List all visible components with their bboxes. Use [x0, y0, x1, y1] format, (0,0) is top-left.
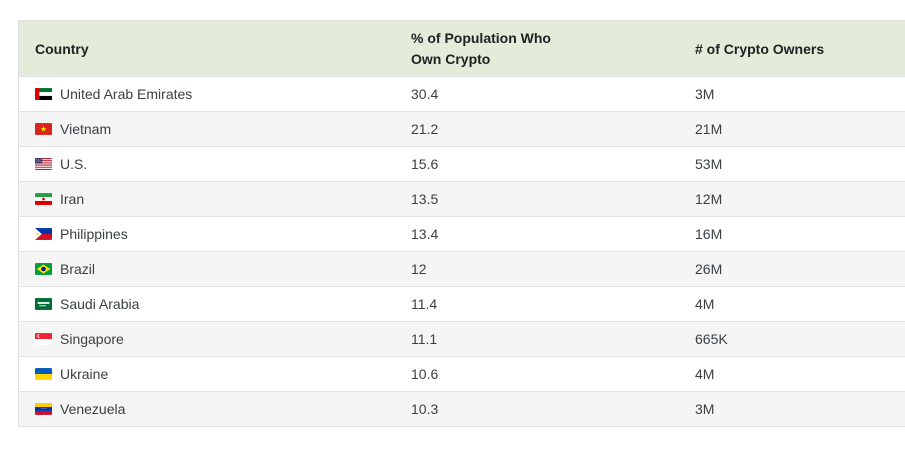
header-country: Country [18, 20, 395, 77]
crypto-owners-value: 4M [679, 286, 905, 322]
header-crypto-owners: # of Crypto Owners [679, 20, 905, 77]
page: Country % of Population Who Own Crypto #… [18, 20, 905, 427]
uae-flag-icon [35, 88, 52, 100]
table-row: Brazil 12 26M [18, 251, 905, 287]
country-name: Venezuela [60, 401, 126, 417]
pct-population-value: 12 [395, 251, 679, 287]
header-pct-population-label: % of Population Who Own Crypto [411, 29, 551, 67]
table-body: United Arab Emirates 30.4 3M Vietnam 21.2 21M… [18, 76, 905, 427]
country-cell: U.S. [18, 146, 395, 182]
country-cell: Philippines [18, 216, 395, 252]
pct-population-value: 10.3 [395, 391, 679, 427]
crypto-owners-value: 12M [679, 181, 905, 217]
country-cell: Iran [18, 181, 395, 217]
country-cell: Brazil [18, 251, 395, 287]
country-name: Iran [60, 191, 85, 207]
vietnam-flag-icon [35, 123, 52, 135]
philippines-flag-icon [35, 228, 52, 240]
pct-population-value: 13.4 [395, 216, 679, 252]
country-cell: United Arab Emirates [18, 76, 395, 112]
pct-population-value: 13.5 [395, 181, 679, 217]
pct-population-value: 10.6 [395, 356, 679, 392]
table-row: Iran 13.5 12M [18, 181, 905, 217]
pct-population-value: 11.1 [395, 321, 679, 357]
header-pct-population: % of Population Who Own Crypto [395, 20, 679, 77]
country-name: Philippines [60, 226, 128, 242]
ukraine-flag-icon [35, 368, 52, 380]
table-row: Ukraine 10.6 4M [18, 356, 905, 392]
pct-population-value: 15.6 [395, 146, 679, 182]
pct-population-value: 30.4 [395, 76, 679, 112]
table-header-row: Country % of Population Who Own Crypto #… [18, 20, 905, 77]
table-row: U.S. 15.6 53M [18, 146, 905, 182]
crypto-ownership-table: Country % of Population Who Own Crypto #… [18, 20, 905, 427]
iran-flag-icon [35, 193, 52, 205]
country-cell: Ukraine [18, 356, 395, 392]
crypto-owners-value: 21M [679, 111, 905, 147]
country-name: Brazil [60, 261, 96, 277]
table-row: Saudi Arabia 11.4 4M [18, 286, 905, 322]
country-name: U.S. [60, 156, 88, 172]
venezuela-flag-icon [35, 403, 52, 415]
country-cell: Saudi Arabia [18, 286, 395, 322]
crypto-owners-value: 4M [679, 356, 905, 392]
us-flag-icon [35, 158, 52, 170]
country-cell: Singapore [18, 321, 395, 357]
crypto-owners-value: 3M [679, 391, 905, 427]
country-cell: Vietnam [18, 111, 395, 147]
country-name: Singapore [60, 331, 124, 347]
brazil-flag-icon [35, 263, 52, 275]
country-name: Ukraine [60, 366, 109, 382]
crypto-owners-value: 665K [679, 321, 905, 357]
saudi-arabia-flag-icon [35, 298, 52, 310]
crypto-owners-value: 3M [679, 76, 905, 112]
singapore-flag-icon [35, 333, 52, 345]
pct-population-value: 21.2 [395, 111, 679, 147]
table-row: Venezuela 10.3 3M [18, 391, 905, 427]
pct-population-value: 11.4 [395, 286, 679, 322]
country-name: Saudi Arabia [60, 296, 140, 312]
country-cell: Venezuela [18, 391, 395, 427]
crypto-owners-value: 26M [679, 251, 905, 287]
table-row: Singapore 11.1 665K [18, 321, 905, 357]
table-row: United Arab Emirates 30.4 3M [18, 76, 905, 112]
table-row: Vietnam 21.2 21M [18, 111, 905, 147]
crypto-owners-value: 16M [679, 216, 905, 252]
table-row: Philippines 13.4 16M [18, 216, 905, 252]
country-name: United Arab Emirates [60, 86, 193, 102]
country-name: Vietnam [60, 121, 112, 137]
crypto-owners-value: 53M [679, 146, 905, 182]
